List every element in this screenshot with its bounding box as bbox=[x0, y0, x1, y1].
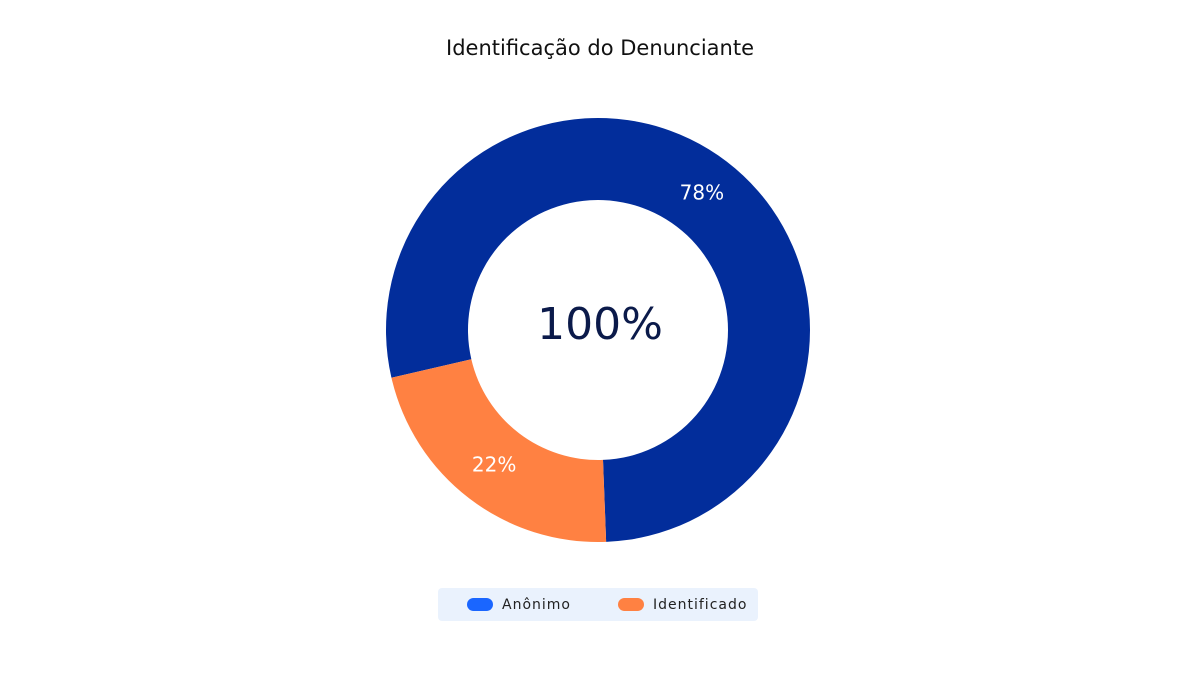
slice bbox=[391, 359, 607, 542]
legend-label: Identificado bbox=[653, 597, 747, 613]
data-label: 78% bbox=[680, 181, 724, 205]
slice bbox=[385, 117, 810, 542]
legend-swatch bbox=[467, 598, 493, 611]
data-label: 22% bbox=[472, 452, 516, 476]
chart-title: Identificação do Denunciante bbox=[446, 36, 754, 60]
center-label: 100% bbox=[537, 299, 663, 350]
legend-box bbox=[438, 588, 758, 621]
legend-label: Anônimo bbox=[502, 597, 571, 613]
legend-swatch bbox=[618, 598, 644, 611]
